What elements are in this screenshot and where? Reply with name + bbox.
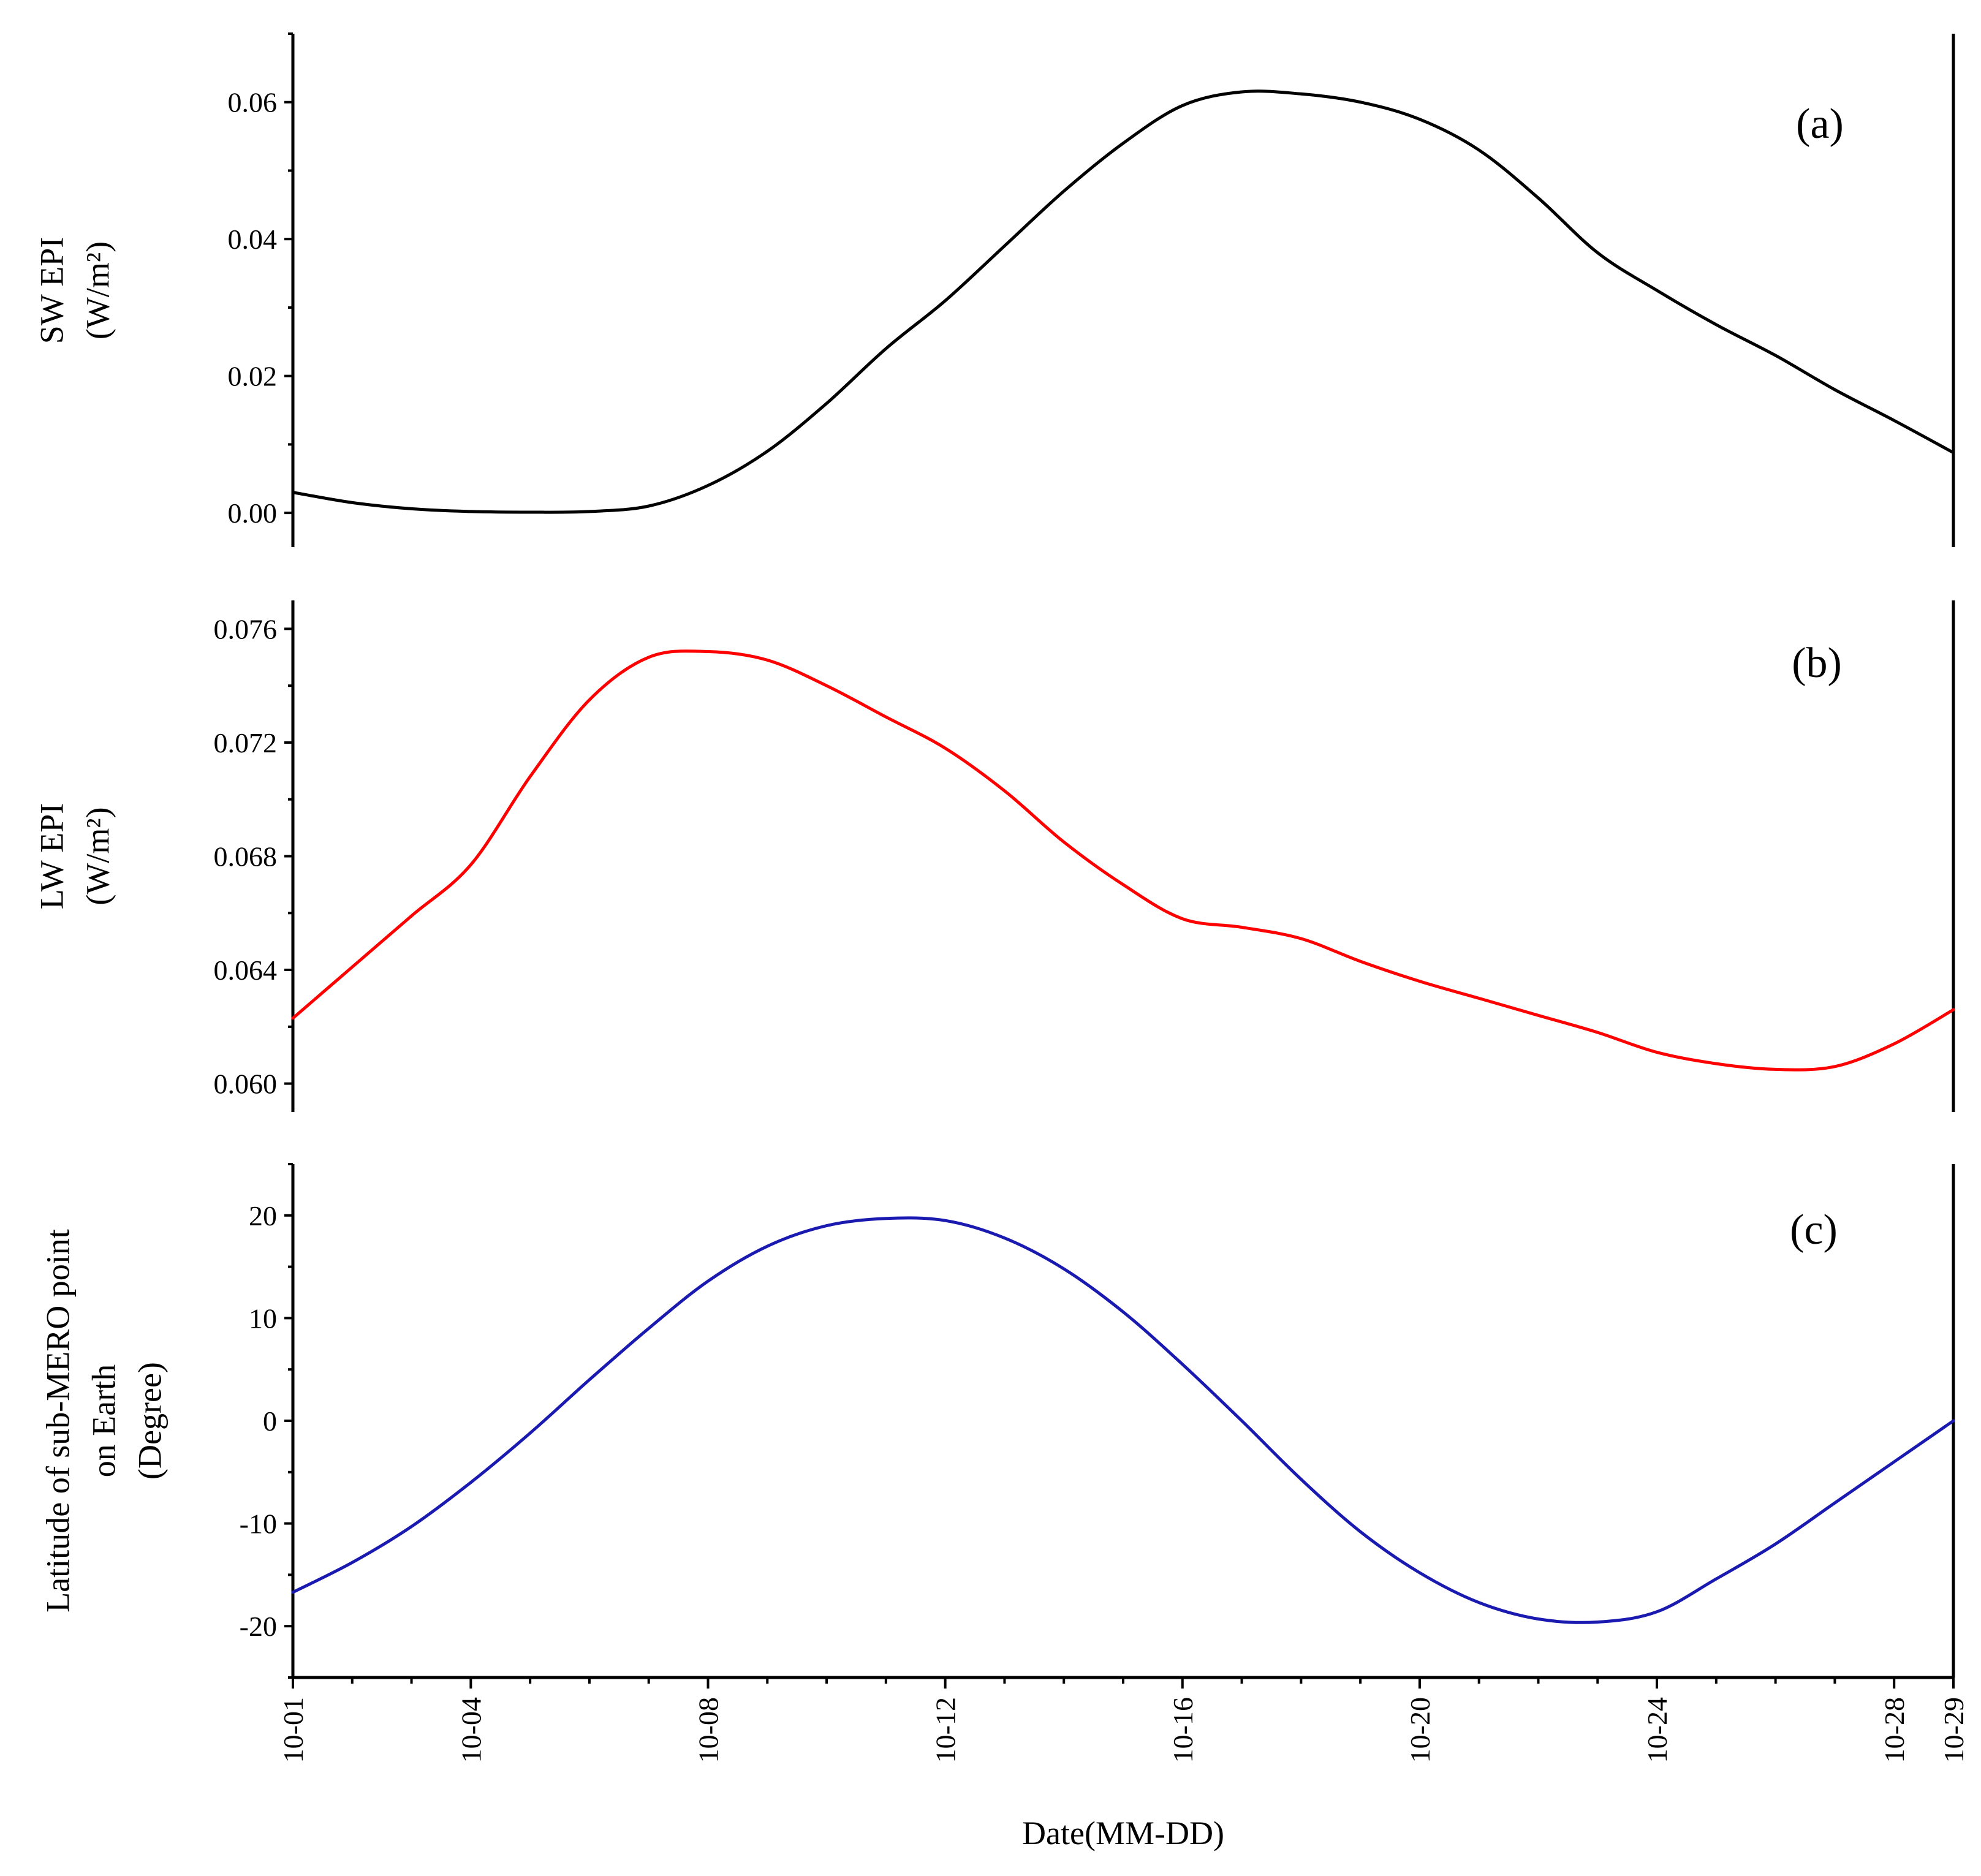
y-tick-label: 0.076 bbox=[214, 613, 278, 645]
y-axis-title: (W/m²) bbox=[79, 807, 116, 905]
x-tick-label: 10-28 bbox=[1879, 1697, 1910, 1763]
panel-c: -20 -10 0 10 20 Latitude of sub-MERO point on … bbox=[39, 1163, 1955, 1679]
x-tick-label: 10-01 bbox=[278, 1697, 309, 1763]
panel-a: 0.00 0.02 0.04 0.06 SW EPI (W/m²) (a) bbox=[33, 32, 1955, 547]
y-axis-title: SW EPI bbox=[33, 237, 70, 344]
y-tick-label: -20 bbox=[240, 1611, 277, 1642]
y-tick-label: 0.064 bbox=[214, 955, 278, 986]
y-tick-label: 10 bbox=[249, 1303, 277, 1334]
x-tick-label: 10-24 bbox=[1642, 1697, 1673, 1763]
x-axis: 10-01 10-04 10-08 10-12 10-16 10-20 10-24 10-28… bbox=[278, 1676, 1969, 1851]
series-line-c bbox=[291, 1216, 1955, 1624]
y-axis-title: Latitude of sub-MERO point bbox=[39, 1229, 76, 1612]
x-axis-title: Date(MM-DD) bbox=[1022, 1815, 1224, 1851]
y-tick-label: 0.02 bbox=[228, 361, 278, 392]
panel-label: (b) bbox=[1792, 640, 1842, 687]
x-tick-label: 10-08 bbox=[693, 1697, 724, 1763]
x-tick-label: 10-20 bbox=[1404, 1697, 1436, 1763]
x-tick-label: 10-29 bbox=[1938, 1697, 1969, 1763]
y-tick-label: -10 bbox=[240, 1508, 277, 1540]
y-tick-label: 0.068 bbox=[214, 841, 278, 872]
y-tick-label: 0.04 bbox=[228, 224, 278, 255]
panel-b: 0.060 0.064 0.068 0.072 0.076 LW EPI (W/m²) (b) bbox=[33, 600, 1955, 1112]
y-axis-title: (W/m²) bbox=[79, 241, 116, 339]
y-axis-title: on Earth bbox=[85, 1364, 122, 1477]
panel-label: (c) bbox=[1790, 1206, 1838, 1254]
y-tick-label: 0.06 bbox=[228, 87, 278, 118]
y-tick-label: 0.060 bbox=[214, 1068, 278, 1100]
series-line-a bbox=[291, 89, 1955, 514]
y-axis-title: LW EPI bbox=[33, 803, 70, 909]
y-tick-label: 20 bbox=[249, 1200, 277, 1231]
y-axis-title: (Degree) bbox=[131, 1362, 168, 1480]
x-tick-label: 10-12 bbox=[930, 1697, 961, 1763]
panel-label: (a) bbox=[1796, 100, 1844, 148]
series-line-b bbox=[291, 649, 1955, 1072]
y-tick-label: 0.072 bbox=[214, 727, 278, 758]
x-tick-label: 10-04 bbox=[455, 1697, 487, 1763]
x-tick-label: 10-16 bbox=[1167, 1697, 1199, 1763]
y-tick-label: 0 bbox=[263, 1405, 277, 1437]
y-tick-label: 0.00 bbox=[228, 497, 278, 529]
